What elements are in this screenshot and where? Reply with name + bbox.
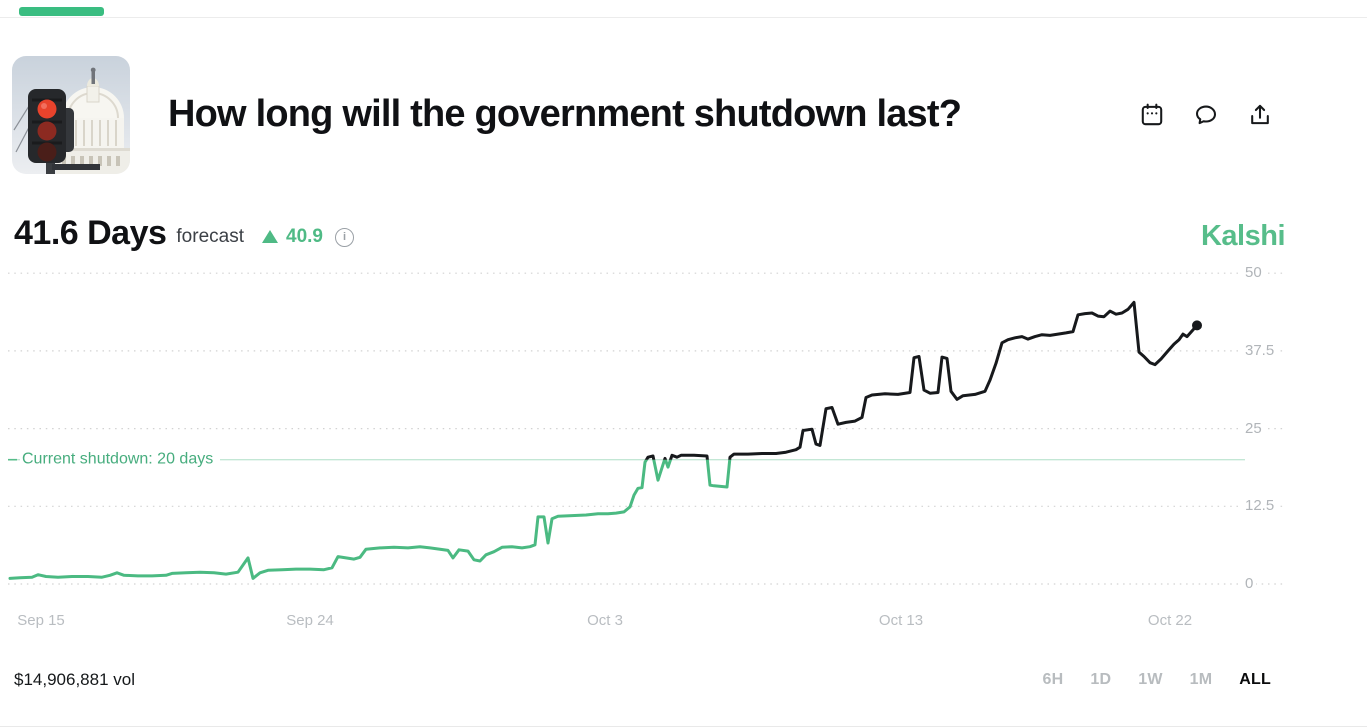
y-tick-label: 0: [1242, 575, 1257, 593]
range-1m[interactable]: 1M: [1189, 671, 1213, 688]
x-tick-label: Sep 24: [286, 612, 334, 629]
calendar-icon[interactable]: [1139, 102, 1165, 128]
range-1w[interactable]: 1W: [1138, 671, 1163, 688]
capitol-traffic-light-image: [12, 56, 130, 174]
forecast-row: 41.6 Days forecast 40.9 i: [14, 214, 354, 253]
forecast-change-value: 40.9: [286, 225, 323, 247]
y-tick-label: 25: [1242, 419, 1265, 437]
x-tick-label: Sep 15: [17, 612, 65, 629]
page-title: How long will the government shutdown la…: [168, 93, 962, 135]
series-line-above: [644, 300, 1199, 460]
y-tick-label: 12.5: [1242, 497, 1278, 515]
forecast-label: forecast: [176, 225, 244, 247]
header-actions: [1139, 102, 1273, 128]
up-arrow-icon: [262, 230, 278, 243]
info-icon[interactable]: i: [334, 227, 354, 247]
top-accent-bar: [19, 7, 104, 16]
range-all[interactable]: ALL: [1239, 671, 1271, 688]
share-icon[interactable]: [1247, 102, 1273, 128]
range-selector: 6H 1D 1W 1M ALL: [1043, 671, 1271, 689]
reference-line-label: Current shutdown: 20 days: [20, 450, 221, 469]
range-1d[interactable]: 1D: [1090, 671, 1112, 688]
latest-point-marker: [1192, 320, 1202, 331]
forecast-change: 40.9: [262, 226, 323, 248]
x-tick-label: Oct 3: [587, 612, 623, 629]
series-line-below: [8, 459, 732, 580]
volume-text: $14,906,881 vol: [14, 670, 135, 689]
x-tick-label: Oct 22: [1147, 612, 1193, 629]
range-6h[interactable]: 6H: [1042, 671, 1064, 688]
forecast-value: 41.6 Days: [14, 214, 167, 252]
market-thumbnail: [12, 56, 130, 174]
y-tick-label: 50: [1242, 264, 1265, 282]
top-divider: [0, 17, 1367, 18]
speech-bubble-icon[interactable]: [1193, 102, 1219, 128]
y-tick-label: 37.5: [1242, 342, 1278, 360]
x-tick-label: Oct 13: [878, 612, 924, 629]
kalshi-logo: Kalshi: [1200, 220, 1286, 252]
bottom-divider: [0, 726, 1367, 727]
